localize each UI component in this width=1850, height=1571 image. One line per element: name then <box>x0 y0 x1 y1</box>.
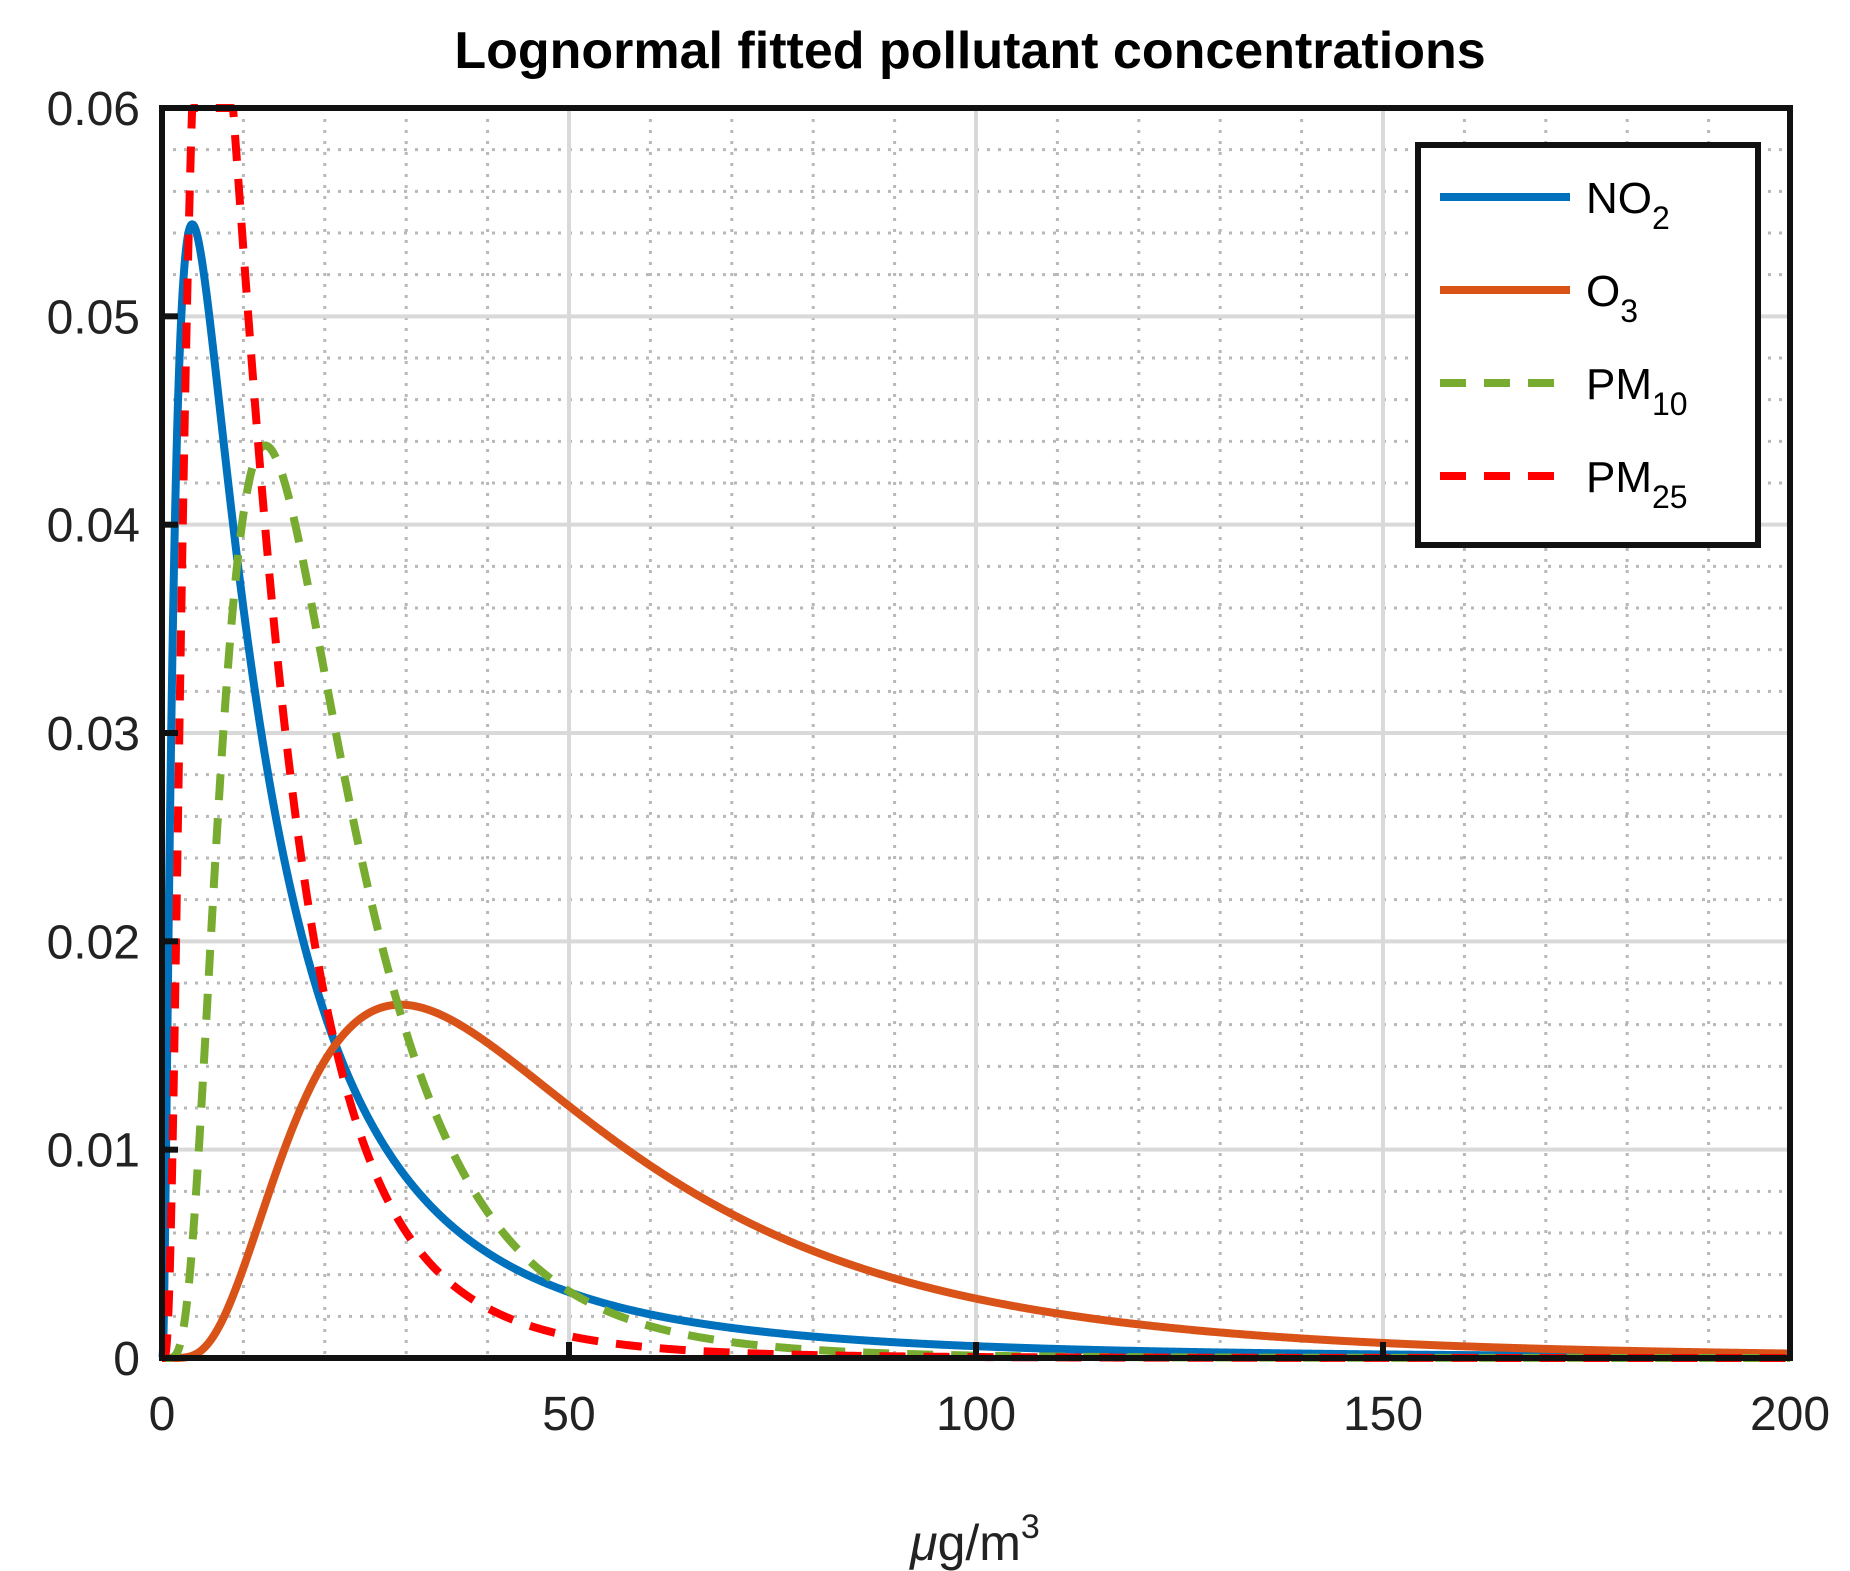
x-tick-label: 0 <box>149 1388 176 1441</box>
legend-label-pm25: PM25 <box>1586 453 1688 515</box>
y-tick-label: 0.03 <box>47 708 140 761</box>
x-tick-label: 100 <box>936 1388 1016 1441</box>
legend-label-no2: NO2 <box>1586 174 1670 236</box>
legend-box <box>1415 142 1761 548</box>
chart-title: Lognormal fitted pollutant concentration… <box>454 22 1485 80</box>
grid-major <box>162 108 1790 1358</box>
legend-label-pm10: PM10 <box>1586 360 1688 422</box>
y-tick-label: 0.06 <box>47 83 140 136</box>
legend-label-o3: O3 <box>1586 267 1638 329</box>
x-tick-label: 150 <box>1343 1388 1423 1441</box>
series-line-pm10 <box>158 441 1793 1362</box>
y-tick-label: 0.04 <box>47 500 140 553</box>
axis-tick-labels: 0 50 100 150 200 0 0.01 0.02 0.03 0.04 0.05 0.06 <box>47 83 1830 1441</box>
x-tick-label: 200 <box>1750 1388 1830 1441</box>
legend: NO2 O3 PM10 PM25 <box>1415 142 1761 548</box>
x-tick-label: 50 <box>542 1388 595 1441</box>
y-tick-label: 0.02 <box>47 916 140 969</box>
axis-ticks <box>159 105 1793 1361</box>
x-axis-label: μg/m3 <box>908 1508 1040 1571</box>
y-tick-label: 0.05 <box>47 291 140 344</box>
y-tick-label: 0 <box>113 1333 140 1386</box>
y-tick-label: 0.01 <box>47 1125 140 1178</box>
series-line-o3 <box>158 1000 1793 1362</box>
